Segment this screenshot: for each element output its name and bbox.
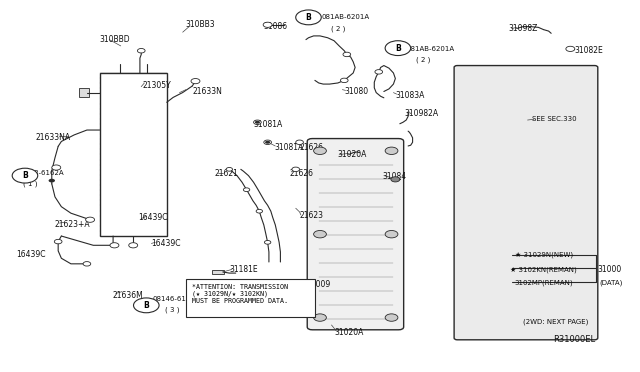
Circle shape (295, 280, 304, 286)
Circle shape (129, 243, 138, 248)
Text: 31020A: 31020A (334, 328, 364, 337)
Text: 21623+A: 21623+A (55, 221, 91, 230)
Text: 081AB-6201A: 081AB-6201A (406, 46, 454, 52)
Text: 08146-6122G: 08146-6122G (153, 296, 201, 302)
Text: 21633NA: 21633NA (36, 133, 71, 142)
Text: 16439C: 16439C (17, 250, 46, 259)
Text: B: B (395, 44, 401, 52)
Text: 31098Z: 31098Z (508, 24, 538, 33)
Circle shape (314, 147, 326, 154)
Text: 31081A: 31081A (253, 121, 282, 129)
Text: 310BB3: 310BB3 (186, 20, 216, 29)
Circle shape (49, 179, 55, 182)
Bar (79, 89, 88, 97)
Text: 21626: 21626 (289, 169, 314, 177)
Circle shape (314, 314, 326, 321)
Text: (2WD: NEXT PAGE): (2WD: NEXT PAGE) (523, 318, 588, 324)
Text: SEE SEC.330: SEE SEC.330 (532, 116, 577, 122)
Circle shape (264, 140, 271, 144)
Circle shape (385, 41, 411, 55)
Circle shape (255, 121, 260, 124)
Text: ( 3 ): ( 3 ) (166, 307, 180, 313)
Bar (212, 270, 223, 274)
Text: R31000EL: R31000EL (553, 335, 595, 344)
Circle shape (54, 239, 62, 244)
Text: 31086: 31086 (264, 22, 288, 31)
Circle shape (296, 10, 321, 25)
Text: 310BBD: 310BBD (100, 35, 131, 44)
Circle shape (263, 22, 272, 28)
Bar (100, 73, 167, 236)
Text: ( 2 ): ( 2 ) (332, 25, 346, 32)
Circle shape (52, 165, 61, 170)
Circle shape (138, 48, 145, 53)
Text: 31181E: 31181E (229, 265, 258, 274)
Circle shape (385, 147, 398, 154)
Circle shape (264, 240, 271, 244)
Text: *ATTENTION: TRANSMISSION
(★ 31029N/★ 3102KN)
MUST BE PROGRAMMED DATA.: *ATTENTION: TRANSMISSION (★ 31029N/★ 310… (192, 284, 288, 304)
Circle shape (110, 243, 119, 248)
Text: 21633N: 21633N (192, 87, 222, 96)
Circle shape (343, 52, 351, 57)
Text: 31020A: 31020A (338, 150, 367, 159)
Text: 08168-6162A: 08168-6162A (17, 170, 64, 176)
Text: 081AB-6201A: 081AB-6201A (321, 15, 369, 20)
Circle shape (256, 209, 262, 213)
Text: 31009: 31009 (306, 280, 330, 289)
FancyBboxPatch shape (186, 279, 315, 317)
Circle shape (292, 167, 300, 171)
Text: 31083A: 31083A (396, 91, 425, 100)
Text: 31084: 31084 (383, 172, 406, 181)
Text: ( 1 ): ( 1 ) (23, 181, 38, 187)
Text: ★ 3102KN(REMAN): ★ 3102KN(REMAN) (510, 266, 577, 273)
Circle shape (86, 217, 95, 222)
Circle shape (391, 177, 400, 182)
Circle shape (191, 78, 200, 84)
Text: 3102MP(REMAN): 3102MP(REMAN) (515, 280, 573, 286)
Bar (212, 280, 223, 285)
Circle shape (134, 298, 159, 313)
Circle shape (314, 231, 326, 238)
Circle shape (340, 78, 348, 83)
Text: 31080: 31080 (344, 87, 369, 96)
Text: 21636M: 21636M (113, 291, 143, 300)
Text: 21621: 21621 (214, 169, 239, 177)
Text: 16439C: 16439C (151, 239, 180, 248)
Circle shape (83, 262, 91, 266)
Circle shape (253, 120, 261, 125)
Circle shape (265, 141, 270, 144)
Text: 31000: 31000 (598, 265, 622, 274)
Text: B: B (306, 13, 312, 22)
Circle shape (385, 314, 398, 321)
FancyBboxPatch shape (307, 138, 404, 330)
FancyBboxPatch shape (454, 65, 598, 340)
Text: 16439C: 16439C (138, 213, 168, 222)
Text: B: B (22, 171, 28, 180)
Circle shape (385, 231, 398, 238)
Text: 21626: 21626 (300, 142, 324, 151)
Circle shape (226, 167, 232, 171)
Text: 310982A: 310982A (404, 109, 438, 118)
Circle shape (243, 188, 250, 192)
Circle shape (12, 168, 38, 183)
Circle shape (296, 140, 303, 144)
Text: 21623: 21623 (300, 211, 324, 220)
Text: (DATA): (DATA) (600, 280, 623, 286)
Text: 21305Y: 21305Y (143, 81, 172, 90)
Text: 21647: 21647 (227, 282, 252, 291)
Text: 31082E: 31082E (574, 46, 603, 55)
Circle shape (566, 46, 575, 51)
Text: ★ 31029N(NEW): ★ 31029N(NEW) (515, 251, 573, 258)
Text: B: B (143, 301, 149, 310)
Circle shape (375, 70, 383, 74)
Text: 31081A: 31081A (274, 142, 303, 151)
Text: ( 2 ): ( 2 ) (417, 57, 431, 63)
